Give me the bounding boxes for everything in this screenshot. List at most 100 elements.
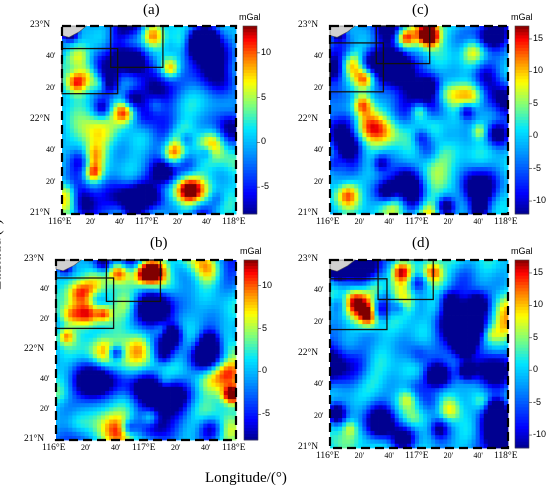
lon-label-c: 116°E [316,217,340,227]
colorbar-tick-c: -5 [533,162,542,173]
gravity-anomaly-grid-c [330,26,509,215]
lon-label-b: 118°E [222,443,246,453]
colorbar-tick-d: 15 [533,266,544,277]
lat-label-b: 23°N [24,254,45,264]
lon-label-d: 20' [354,451,365,460]
lat-label-d: 23°N [298,254,319,264]
lon-label-d: 116°E [316,451,340,461]
lat-label-a: 22°N [30,114,51,124]
lat-label-c: 40' [314,51,324,61]
lon-label-c: 117°E [405,217,429,227]
lat-label-d: 20' [314,316,324,326]
colorbar-b [243,259,261,441]
lat-label-c: 22°N [298,114,319,124]
lat-label-c: 20' [314,82,324,92]
colorbar-unit-c: mGal [511,12,533,22]
colorbar-tick-b: -5 [262,408,271,419]
lat-label-d: 20' [314,410,324,420]
lon-label-a: 40' [202,217,212,226]
colorbar-a [242,25,260,215]
lat-label-a: 23°N [30,20,51,30]
colorbar-tick-d: 0 [533,364,539,375]
lat-label-b: 20' [40,404,50,413]
lat-label-a: 21°N [30,208,51,218]
lat-label-a: 40' [46,51,56,61]
lat-label-d: 40' [314,285,324,295]
colorbar-tick-a: 0 [261,136,267,147]
lon-label-b: 20' [81,443,91,452]
lon-label-a: 118°E [222,217,246,227]
panel-title-c: (c) [412,2,429,18]
lat-label-d: 40' [314,379,324,389]
lon-label-a: 40' [115,217,125,226]
colorbar-tick-a: 10 [261,46,272,57]
lat-label-b: 22°N [24,344,45,354]
lat-label-d: 22°N [298,348,319,358]
y-axis-title: Latitude/(°) [0,219,5,290]
colorbar-tick-c: -10 [533,195,547,206]
lat-label-a: 20' [46,82,56,92]
colorbar-tick-b: 5 [262,322,268,333]
lon-label-c: 20' [443,217,454,226]
colorbar-tick-b: 10 [262,279,273,290]
colorbar-tick-c: 5 [533,97,539,108]
colorbar-tick-a: 5 [261,91,267,102]
x-axis-title: Longitude/(°) [205,470,287,486]
colorbar-tick-c: 10 [533,65,544,76]
lat-label-b: 40' [40,284,50,293]
colorbar-tick-d: -10 [533,429,547,440]
lon-label-b: 40' [111,443,121,452]
colorbar-unit-b: mGal [240,246,262,256]
map-frame-c [328,24,510,216]
lat-label-c: 20' [314,176,324,186]
colorbar-tick-d: -5 [533,396,542,407]
lon-label-d: 117°E [405,451,429,461]
colorbar-tick-b: 0 [262,365,268,376]
lon-label-c: 40' [473,217,483,226]
lat-label-a: 20' [46,176,56,186]
map-frame-d [328,258,510,450]
lon-label-b: 117°E [132,443,156,453]
colorbar-tick-d: 5 [533,331,539,342]
lon-label-d: 40' [384,451,394,460]
lon-label-b: 20' [171,443,181,452]
lon-label-d: 40' [473,451,483,460]
lon-label-c: 118°E [494,217,518,227]
lon-label-b: 116°E [42,443,66,453]
lon-label-d: 20' [443,451,454,460]
lon-label-c: 20' [354,217,365,226]
lat-label-a: 40' [46,145,56,155]
lon-label-c: 40' [384,217,394,226]
gravity-anomaly-grid-a [62,26,237,215]
lon-label-a: 117°E [135,217,159,227]
lat-label-b: 40' [40,374,50,383]
lon-label-b: 40' [201,443,211,452]
gravity-anomaly-grid-b [56,260,237,441]
lat-label-c: 23°N [298,20,319,30]
colorbar-tick-d: 10 [533,299,544,310]
colorbar-d [514,259,532,449]
lat-label-c: 40' [314,145,324,155]
colorbar-tick-c: 0 [533,130,539,141]
colorbar-tick-a: -5 [261,181,270,192]
map-frame-b [54,258,238,442]
map-frame-a [60,24,238,216]
colorbar-unit-d: mGal [511,246,533,256]
colorbar-c [514,25,532,215]
lon-label-d: 118°E [494,451,518,461]
panel-title-a: (a) [143,2,160,18]
lon-label-a: 20' [173,217,183,226]
lat-label-c: 21°N [298,208,319,218]
lat-label-b: 21°N [24,434,45,444]
panel-title-b: (b) [150,235,168,251]
lon-label-a: 20' [86,217,96,226]
gravity-anomaly-grid-d [330,260,509,449]
colorbar-tick-c: 15 [533,32,544,43]
panel-title-d: (d) [412,235,430,251]
colorbar-unit-a: mGal [239,12,261,22]
